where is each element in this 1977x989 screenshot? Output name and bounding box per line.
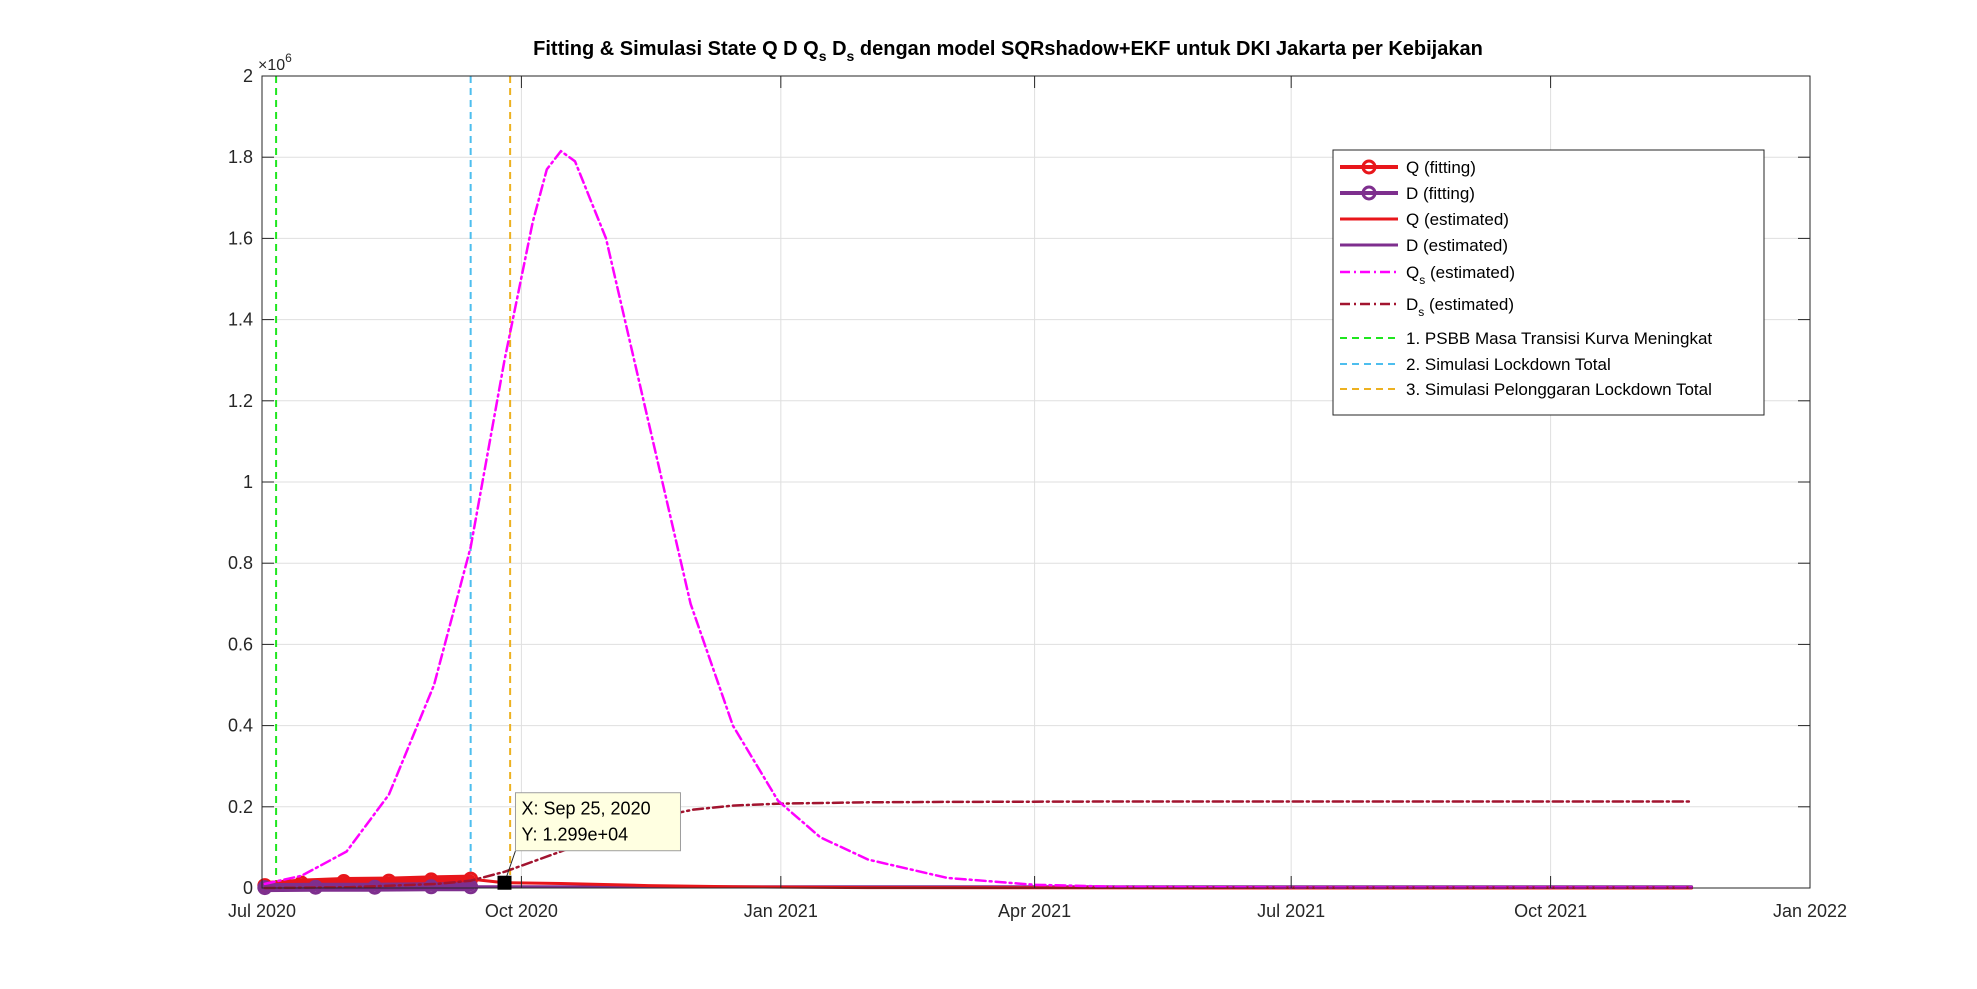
title-sub1: s: [819, 48, 827, 64]
chart-title: Fitting & Simulasi State Q D Qs Ds denga…: [533, 38, 1483, 64]
legend-label-sub: s: [1419, 273, 1425, 287]
data-tip-y-label: Y: 1.299e+04: [521, 825, 628, 845]
y-tick-label: 1.6: [228, 228, 253, 248]
x-tick-label: Apr 2021: [998, 901, 1071, 921]
legend-label-name: 1. PSBB Masa Transisi Kurva Meningkat: [1406, 329, 1712, 348]
qs_est-line: [263, 149, 1693, 889]
legend[interactable]: Q (fitting) D (fitting) Q (estimated) D (es…: [1332, 149, 1765, 416]
q_fit-legend-label: Q (fitting): [1406, 158, 1476, 177]
y-exponent-power: 6: [285, 51, 292, 65]
legend-box: [1332, 149, 1765, 416]
d_fit-legend-marker: [1361, 185, 1377, 201]
policy-lines: [275, 76, 512, 888]
x-tick-label: Jan 2022: [1773, 901, 1847, 921]
legend-label-suffix: (estimated): [1424, 295, 1514, 314]
legend-label-name: D (estimated): [1406, 236, 1508, 255]
ds_est-legend-label: Ds (estimated): [1406, 295, 1514, 319]
legend-label-name: 2. Simulasi Lockdown Total: [1406, 355, 1611, 374]
y-tick-label: 0.4: [228, 716, 253, 736]
d_fit-legend-label: D (fitting): [1406, 184, 1475, 203]
y-tick-label: 0.8: [228, 553, 253, 573]
y-tick-labels: 0 0.2 0.4 0.6 0.8 1 1.2 1.4 1.6 1.8 2: [228, 66, 253, 898]
y-exponent-base: ×10: [258, 57, 285, 74]
x-tick-label: Oct 2021: [1514, 901, 1587, 921]
y-axis-exponent: ×106: [258, 51, 292, 74]
title-sub2: s: [847, 48, 855, 64]
y-tick-label: 1.8: [228, 147, 253, 167]
x-tick-label: Oct 2020: [485, 901, 558, 921]
q_fit-legend-marker: [1361, 159, 1377, 175]
data-tip-x-label: X: Sep 25, 2020: [521, 799, 650, 819]
y-tick-label: 0.2: [228, 797, 253, 817]
data-tip-marker[interactable]: [497, 875, 512, 890]
title-mid: D: [827, 38, 847, 60]
vline1-legend-label: 1. PSBB Masa Transisi Kurva Meningkat: [1406, 329, 1712, 348]
y-tick-label: 1: [243, 472, 253, 492]
q_est-legend-label: Q (estimated): [1406, 210, 1509, 229]
legend-label-suffix: (estimated): [1425, 263, 1515, 282]
y-tick-label: 2: [243, 66, 253, 86]
legend-label-name: Q (fitting): [1406, 158, 1476, 177]
axis-ticks: [261, 75, 1811, 889]
x-tick-label: Jul 2020: [228, 901, 296, 921]
legend-entries: Q (fitting) D (fitting) Q (estimated) D (es…: [1340, 158, 1712, 399]
data-tip[interactable]: X: Sep 25, 2020 Y: 1.299e+04: [497, 792, 681, 890]
y-tick-label: 1.2: [228, 391, 253, 411]
legend-label-name: Q (estimated): [1406, 210, 1509, 229]
data-tip-box: [514, 792, 681, 852]
vline3-legend-label: 3. Simulasi Pelonggaran Lockdown Total: [1406, 380, 1712, 399]
legend-label-name: 3. Simulasi Pelonggaran Lockdown Total: [1406, 380, 1712, 399]
d_est-legend-label: D (estimated): [1406, 236, 1508, 255]
legend-label-name: D: [1406, 295, 1418, 314]
title-suffix: dengan model SQRshadow+EKF untuk DKI Jak…: [854, 38, 1482, 60]
title-prefix: Fitting & Simulasi State Q D Q: [533, 38, 819, 60]
y-tick-label: 0.6: [228, 634, 253, 654]
y-tick-label: 0: [243, 878, 253, 898]
d_fit-marker: [423, 879, 439, 895]
x-tick-label: Jan 2021: [744, 901, 818, 921]
x-tick-labels: Jul 2020 Oct 2020 Jan 2021 Apr 2021 Jul 2021…: [228, 901, 1847, 921]
qs_est-legend-label: Qs (estimated): [1406, 263, 1515, 287]
vline2-legend-label: 2. Simulasi Lockdown Total: [1406, 355, 1611, 374]
legend-label-sub: s: [1418, 305, 1424, 319]
x-tick-label: Jul 2021: [1257, 901, 1325, 921]
y-tick-label: 1.4: [228, 310, 253, 330]
legend-label-name: Q: [1406, 263, 1419, 282]
legend-label-name: D (fitting): [1406, 184, 1475, 203]
